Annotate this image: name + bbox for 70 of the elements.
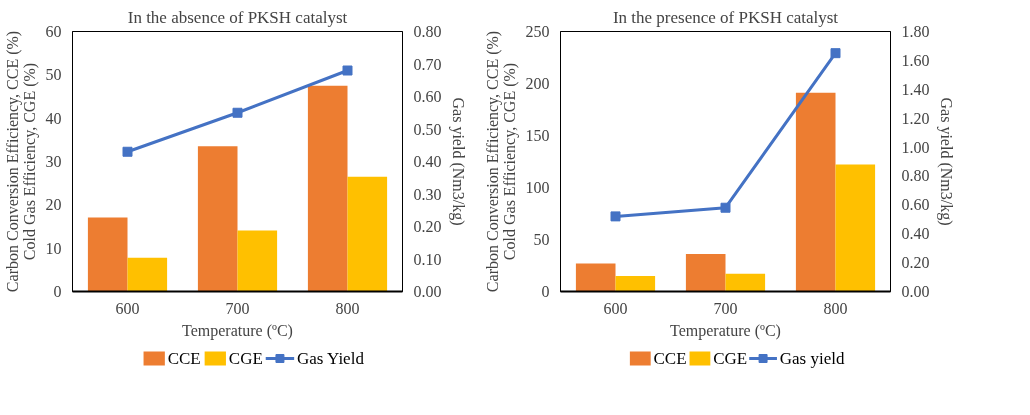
y-tick-label: 60: [45, 23, 62, 40]
y-tick-label: 0: [541, 283, 550, 300]
y-tick-label: 150: [525, 127, 550, 144]
legend-label: CCE: [167, 349, 201, 368]
y-axis-title: Carbon Conversion Efficiency, CCE (%) Cold Gas Efficiency, CGE (%): [3, 30, 39, 293]
y2-tick-label: 0.70: [413, 55, 442, 73]
y-tick-label: 50: [533, 231, 550, 248]
y-tick-label: 30: [45, 153, 62, 170]
y2-tick-label: 0.60: [413, 88, 442, 105]
chart-title: In the presence of PKSH catalyst: [612, 7, 839, 27]
y-tick-label: 20: [45, 196, 62, 214]
x-tick-label: 800: [823, 299, 848, 317]
y-tick-label: 10: [45, 239, 62, 257]
y2-tick-label: 0.00: [901, 283, 930, 300]
bar: [795, 92, 836, 292]
y-tick-label: 50: [45, 66, 62, 84]
y2-tick-label: 1.60: [901, 51, 930, 69]
y2-tick-label: 0.20: [901, 254, 930, 272]
x-tick-label: 800: [335, 299, 360, 317]
legend-label: CGE: [713, 349, 748, 368]
point: [122, 146, 133, 157]
bar: [615, 275, 656, 292]
y-tick-label: 40: [45, 109, 62, 127]
legend-label: Gas yield: [779, 349, 845, 368]
bar: [725, 273, 766, 292]
y-tick-label: 200: [525, 75, 550, 92]
y2-tick-label: 1.40: [901, 80, 930, 98]
legend-label: Gas Yield: [296, 349, 365, 368]
bar: [685, 254, 726, 292]
x-axis-title: Temperature (ºC): [182, 321, 293, 340]
y2-tick-label: 0.80: [413, 23, 442, 40]
y-tick-label: 250: [525, 23, 550, 40]
legend-label: CGE: [228, 349, 263, 368]
y2-tick-label: 0.40: [413, 153, 442, 170]
y2-tick-label: 0.60: [901, 196, 930, 214]
x-tick-label: 700: [713, 299, 738, 317]
y-axis-title: Carbon Conversion Efficiency, CCE (%) Cold Gas Efficiency, CGE (%): [483, 30, 519, 293]
y2-tick-label: 1.80: [901, 23, 930, 40]
point: [342, 65, 353, 76]
x-tick-label: 600: [115, 299, 140, 317]
y2-axis-title: Gas yield (Nm3/kg): [448, 97, 467, 226]
bar: [835, 164, 876, 292]
point: [830, 48, 841, 59]
x-tick-label: 700: [225, 299, 250, 317]
point: [610, 211, 621, 222]
y2-tick-label: 1.00: [901, 138, 930, 156]
y2-tick-label: 0.20: [413, 218, 442, 235]
y2-tick-label: 0.00: [413, 283, 442, 300]
y-tick-label: 100: [525, 179, 550, 196]
y2-tick-label: 0.40: [901, 225, 930, 243]
bar: [87, 217, 128, 292]
point: [720, 202, 731, 213]
x-axis-title: Temperature (ºC): [670, 321, 781, 340]
chart-title: In the absence of PKSH catalyst: [127, 7, 348, 27]
bar: [575, 263, 616, 292]
y2-axis-title: Gas yield (Nm3/kg): [936, 97, 955, 226]
legend-label: CCE: [653, 349, 687, 368]
bar: [127, 257, 168, 292]
bar: [197, 146, 238, 292]
point: [232, 107, 243, 118]
bar: [347, 176, 388, 292]
y2-tick-label: 0.80: [901, 167, 930, 185]
bar: [237, 230, 278, 292]
y-tick-label: 0: [53, 283, 62, 300]
y2-tick-label: 0.50: [413, 120, 442, 138]
y2-tick-label: 0.30: [413, 185, 442, 203]
x-tick-label: 600: [603, 299, 628, 317]
y2-tick-label: 1.20: [901, 109, 930, 127]
y2-tick-label: 0.10: [413, 250, 442, 268]
bar: [307, 85, 348, 292]
